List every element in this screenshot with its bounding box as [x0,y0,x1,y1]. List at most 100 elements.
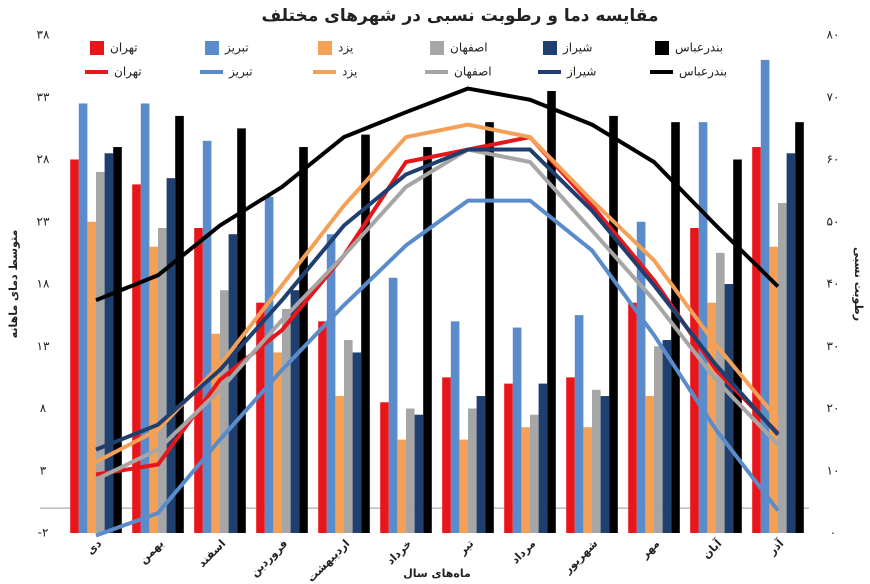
y2-tick-label: ۳۰ [827,339,840,353]
bar [760,59,770,534]
bar [352,352,362,533]
bar [769,246,778,533]
bar [752,147,761,534]
y-axis-title: متوسط دمای ماهانه [7,230,20,339]
bar [299,147,308,534]
legend-label: اصفهان [454,65,492,79]
bar [78,103,88,533]
bar [335,396,344,533]
bar [380,402,389,533]
x-tick-label: مرداد [509,537,538,566]
bar [645,396,654,533]
y2-tick-label: ۵۰ [827,214,840,228]
y2-tick-label: ۱۰ [827,463,840,477]
bar [654,346,663,533]
bar [237,128,246,533]
y-tick-label: ۲۸ [37,152,50,166]
legend-label: یزد [338,41,353,56]
legend-swatch [543,41,557,55]
bar [512,327,522,533]
legend-swatch [205,41,219,55]
y-tick-label: ۱۳ [37,339,50,353]
x-tick-label: مهر [638,537,663,562]
bar [636,221,646,533]
y2-tick-label: ۴۰ [827,277,840,291]
legend-label: یزد [342,65,357,80]
y2-tick-label: ۶۰ [827,152,840,166]
bar [485,122,494,534]
y2-tick-label: ۲۰ [827,401,840,415]
bar [707,302,716,533]
bar [442,377,451,533]
y-tick-label: ۸ [40,401,47,415]
bar [476,396,486,533]
legend-swatch [318,41,332,55]
legend-label: بندرعباس [675,41,723,56]
bar [87,221,96,533]
bar [388,277,398,533]
x-tick-label: آذر [764,536,786,558]
x-tick-label: شهریور [560,537,600,577]
bar [326,234,336,533]
bar [716,252,725,533]
legend-label: شیراز [562,41,592,56]
bar [423,147,432,534]
bar [538,383,548,533]
x-tick-label: فروردین [248,537,290,579]
legend-label: تهران [110,41,138,56]
y-tick-label: ۱۸ [37,277,50,291]
line [95,147,780,482]
line [95,135,780,477]
legend-label: بندرعباس [679,65,727,80]
bar [733,159,742,533]
bar [778,203,787,533]
y-tick-label: ۳۸ [37,28,50,42]
bar [786,153,796,533]
line [95,198,780,538]
x-tick-label: خرداد [384,537,414,567]
bar [662,340,672,533]
x-tick-label: دی [84,537,105,558]
bar [175,115,184,534]
legend-label: اصفهان [450,41,488,55]
x-tick-label: اسفند [195,537,228,570]
y2-tick-label: ۰ [830,526,836,540]
legend-label: تبریز [224,41,249,56]
bar [228,234,238,533]
y2-tick-label: ۷۰ [827,90,840,104]
bar [566,377,575,533]
bar [149,246,158,533]
bar [282,308,291,533]
bar [113,147,122,534]
bar [96,171,105,533]
bar [459,439,468,533]
bar [592,389,601,533]
legend-swatch [90,41,104,55]
y-tick-label: ۳۳ [37,90,50,104]
y2-tick-label: ۸۰ [827,28,840,42]
bar [318,321,327,533]
bar [194,227,203,533]
x-tick-label: اردیبهشت [305,537,353,584]
bar [600,396,610,533]
bar [547,91,556,534]
bar [468,408,477,533]
bar [521,427,530,533]
bar [211,333,220,533]
legend-swatch [655,41,669,55]
x-axis-title: ماه‌های سال [403,567,471,580]
bar [414,414,424,533]
bar [256,302,265,533]
y-tick-label: ۲۳ [37,214,50,228]
line [95,122,780,464]
bar [361,134,370,533]
bar [397,439,406,533]
bar [504,383,513,533]
line [95,147,780,452]
legend-swatch [430,41,444,55]
legend-label: تبریز [228,65,253,80]
bar [690,227,699,533]
bar [724,284,734,533]
bar [344,340,353,533]
